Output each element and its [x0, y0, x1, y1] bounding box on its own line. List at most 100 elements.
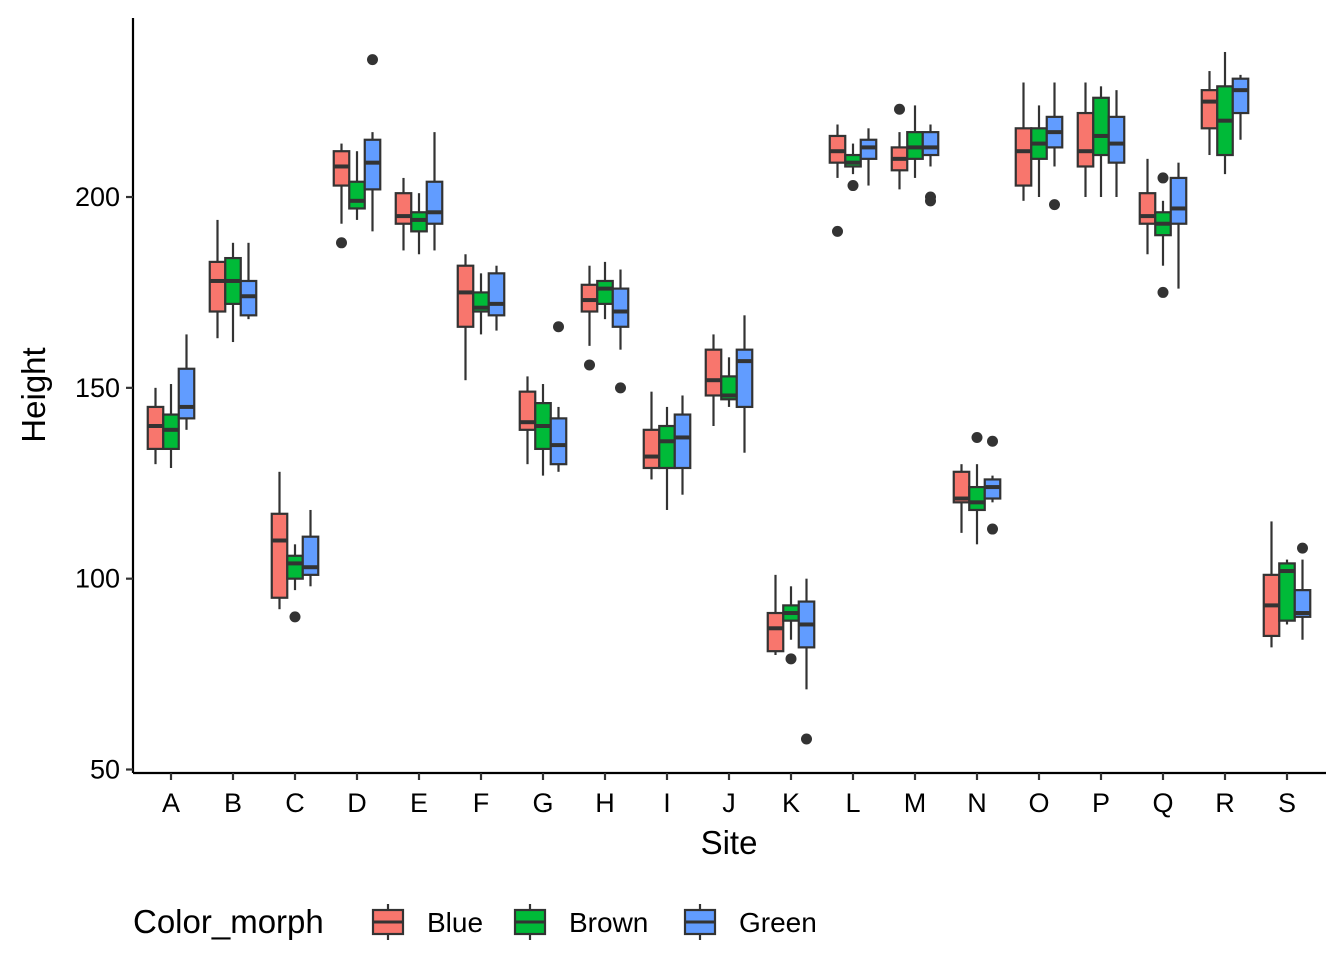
box-body — [286, 554, 304, 580]
box-brown-H — [596, 261, 614, 320]
box-brown-E — [410, 193, 428, 255]
y-tick-label: 50 — [90, 755, 120, 785]
legend-title: Color_morph — [133, 903, 324, 940]
box-body — [1231, 77, 1250, 115]
box-body — [270, 512, 289, 599]
legend-label: Blue — [427, 907, 483, 938]
box-body — [704, 348, 723, 397]
x-tick-label: L — [845, 788, 860, 818]
box-green-K — [797, 578, 816, 745]
x-tick-label: Q — [1152, 788, 1173, 818]
x-tick-label: H — [595, 788, 615, 818]
box-body — [766, 611, 785, 653]
box-body — [921, 131, 940, 157]
legend-item-brown: Brown — [513, 904, 648, 940]
box-blue-Q — [1138, 158, 1157, 255]
x-tick-label: A — [162, 788, 180, 818]
box-blue-P — [1076, 82, 1095, 198]
box-green-I — [673, 395, 692, 495]
box-brown-R — [1216, 51, 1234, 175]
box-body — [1138, 192, 1157, 225]
x-tick-label: N — [967, 788, 987, 818]
x-tick-label: M — [904, 788, 927, 818]
box-blue-G — [518, 376, 537, 465]
box-body — [1169, 176, 1188, 225]
y-axis-title: Height — [15, 347, 52, 442]
outlier-point — [584, 359, 595, 371]
box-green-G — [549, 321, 568, 472]
box-body — [456, 264, 475, 328]
x-tick-label: E — [410, 788, 428, 818]
box-blue-A — [146, 387, 165, 465]
box-blue-N — [952, 464, 971, 533]
x-tick-label: G — [532, 788, 553, 818]
axes: 50 100 150 200 A B C D E F G H I J K L M N O P Q R S — [75, 18, 1326, 818]
box-body — [673, 413, 692, 470]
box-green-S — [1293, 542, 1312, 640]
box-brown-S — [1278, 559, 1296, 625]
box-blue-L — [828, 124, 847, 237]
x-tick-label: C — [285, 788, 305, 818]
box-brown-B — [224, 242, 242, 343]
plot-area — [146, 51, 1312, 745]
box-body — [968, 485, 986, 512]
box-green-E — [425, 132, 444, 251]
box-brown-A — [162, 384, 180, 468]
box-body — [394, 192, 413, 225]
box-brown-F — [472, 273, 490, 335]
box-body — [1200, 89, 1219, 130]
box-green-A — [177, 334, 196, 430]
box-brown-O — [1030, 105, 1048, 198]
box-body — [1107, 115, 1126, 164]
outlier-point — [801, 733, 812, 745]
box-body — [1014, 127, 1033, 187]
outlier-point — [832, 225, 843, 237]
box-body — [177, 367, 196, 420]
outlier-point — [1157, 286, 1169, 298]
box-body — [611, 287, 630, 328]
box-body — [1076, 111, 1095, 168]
box-body — [1092, 96, 1110, 157]
box-body — [549, 417, 568, 466]
box-body — [735, 348, 754, 409]
box-green-R — [1231, 74, 1250, 140]
y-tick-label: 150 — [75, 373, 120, 403]
legend-label: Green — [739, 907, 817, 938]
box-body — [1293, 589, 1312, 618]
box-green-N — [983, 435, 1002, 535]
box-blue-O — [1014, 82, 1033, 201]
box-brown-M — [906, 105, 924, 178]
box-blue-D — [332, 143, 351, 249]
outlier-point — [987, 435, 998, 447]
box-blue-C — [270, 471, 289, 610]
legend: Color_morph Blue Brown Green — [133, 903, 817, 940]
box-green-P — [1107, 90, 1126, 198]
box-body — [348, 180, 366, 210]
box-brown-P — [1092, 86, 1110, 198]
outlier-point — [289, 611, 301, 623]
x-tick-label: J — [722, 788, 736, 818]
y-tick-label: 100 — [75, 564, 120, 594]
box-body — [425, 180, 444, 225]
x-tick-label: F — [473, 788, 490, 818]
box-body — [208, 260, 227, 313]
box-body — [658, 424, 676, 470]
x-tick-label: I — [663, 788, 671, 818]
outlier-point — [367, 54, 378, 66]
box-brown-G — [534, 384, 552, 476]
box-blue-S — [1262, 521, 1281, 648]
box-brown-I — [658, 406, 676, 510]
box-blue-J — [704, 334, 723, 427]
box-green-B — [239, 242, 258, 320]
outlier-point — [336, 237, 347, 249]
outlier-point — [1049, 199, 1060, 211]
x-tick-label: P — [1092, 788, 1110, 818]
box-brown-J — [720, 357, 738, 407]
box-green-Q — [1169, 162, 1188, 289]
box-brown-Q — [1154, 172, 1172, 298]
box-body — [642, 428, 661, 470]
legend-label: Brown — [569, 907, 648, 938]
x-tick-label: O — [1028, 788, 1049, 818]
x-tick-label: B — [224, 788, 242, 818]
